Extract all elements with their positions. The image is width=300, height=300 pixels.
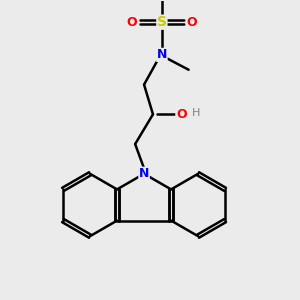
Text: O: O bbox=[127, 16, 137, 29]
Text: N: N bbox=[157, 48, 167, 62]
Text: O: O bbox=[176, 108, 187, 121]
Text: O: O bbox=[186, 16, 197, 29]
Text: N: N bbox=[139, 167, 149, 180]
Text: S: S bbox=[157, 15, 167, 29]
Text: H: H bbox=[192, 108, 200, 118]
